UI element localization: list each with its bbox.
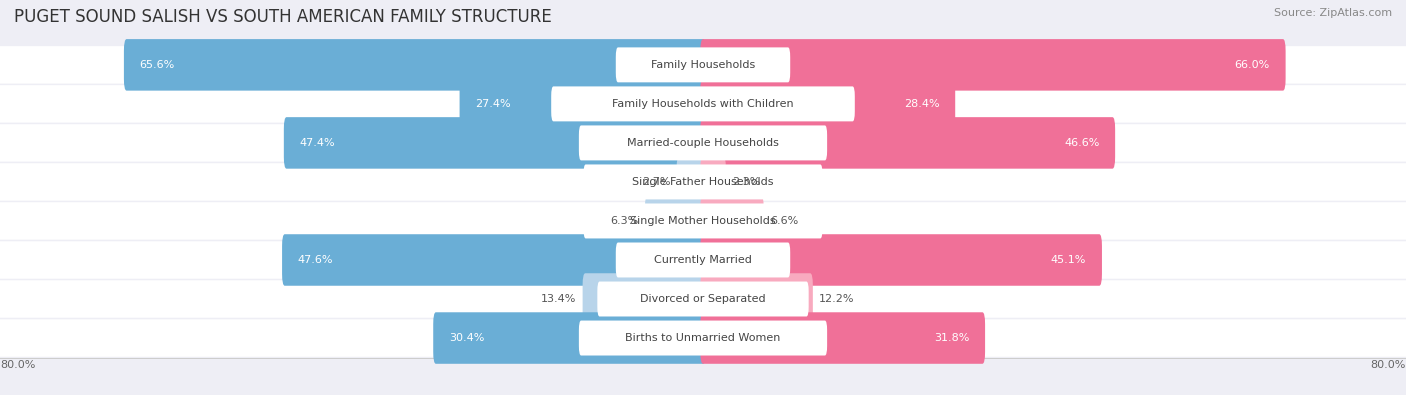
FancyBboxPatch shape bbox=[700, 156, 725, 208]
FancyBboxPatch shape bbox=[700, 234, 1102, 286]
FancyBboxPatch shape bbox=[583, 164, 823, 199]
Text: 28.4%: 28.4% bbox=[904, 99, 939, 109]
FancyBboxPatch shape bbox=[700, 312, 986, 364]
FancyBboxPatch shape bbox=[0, 163, 1406, 201]
FancyBboxPatch shape bbox=[700, 39, 1285, 90]
Text: 80.0%: 80.0% bbox=[1371, 360, 1406, 370]
Text: 30.4%: 30.4% bbox=[449, 333, 485, 343]
FancyBboxPatch shape bbox=[582, 273, 706, 325]
Text: 2.3%: 2.3% bbox=[733, 177, 761, 187]
Text: 47.6%: 47.6% bbox=[298, 255, 333, 265]
FancyBboxPatch shape bbox=[433, 312, 706, 364]
Text: 12.2%: 12.2% bbox=[818, 294, 855, 304]
Text: 46.6%: 46.6% bbox=[1064, 138, 1099, 148]
FancyBboxPatch shape bbox=[579, 126, 827, 160]
Text: Births to Unmarried Women: Births to Unmarried Women bbox=[626, 333, 780, 343]
Text: Married-couple Households: Married-couple Households bbox=[627, 138, 779, 148]
FancyBboxPatch shape bbox=[700, 78, 955, 130]
FancyBboxPatch shape bbox=[645, 195, 706, 247]
FancyBboxPatch shape bbox=[0, 202, 1406, 240]
FancyBboxPatch shape bbox=[598, 282, 808, 316]
FancyBboxPatch shape bbox=[284, 117, 706, 169]
FancyBboxPatch shape bbox=[283, 234, 706, 286]
Text: Divorced or Separated: Divorced or Separated bbox=[640, 294, 766, 304]
FancyBboxPatch shape bbox=[0, 280, 1406, 318]
FancyBboxPatch shape bbox=[124, 39, 706, 90]
Text: 2.7%: 2.7% bbox=[643, 177, 671, 187]
Text: PUGET SOUND SALISH VS SOUTH AMERICAN FAMILY STRUCTURE: PUGET SOUND SALISH VS SOUTH AMERICAN FAM… bbox=[14, 8, 551, 26]
FancyBboxPatch shape bbox=[0, 46, 1406, 84]
Text: 6.3%: 6.3% bbox=[610, 216, 638, 226]
FancyBboxPatch shape bbox=[700, 195, 763, 247]
FancyBboxPatch shape bbox=[700, 273, 813, 325]
FancyBboxPatch shape bbox=[616, 47, 790, 82]
Text: 27.4%: 27.4% bbox=[475, 99, 510, 109]
Text: Single Father Households: Single Father Households bbox=[633, 177, 773, 187]
Text: Currently Married: Currently Married bbox=[654, 255, 752, 265]
FancyBboxPatch shape bbox=[616, 243, 790, 277]
FancyBboxPatch shape bbox=[460, 78, 706, 130]
FancyBboxPatch shape bbox=[0, 85, 1406, 122]
Text: 47.4%: 47.4% bbox=[299, 138, 335, 148]
FancyBboxPatch shape bbox=[700, 117, 1115, 169]
FancyBboxPatch shape bbox=[579, 321, 827, 356]
FancyBboxPatch shape bbox=[583, 203, 823, 239]
Text: 80.0%: 80.0% bbox=[0, 360, 35, 370]
Text: 45.1%: 45.1% bbox=[1050, 255, 1087, 265]
Text: Family Households: Family Households bbox=[651, 60, 755, 70]
Text: Single Mother Households: Single Mother Households bbox=[630, 216, 776, 226]
Text: 6.6%: 6.6% bbox=[770, 216, 799, 226]
FancyBboxPatch shape bbox=[0, 124, 1406, 162]
Text: 13.4%: 13.4% bbox=[541, 294, 576, 304]
Text: 65.6%: 65.6% bbox=[139, 60, 174, 70]
Text: 66.0%: 66.0% bbox=[1234, 60, 1270, 70]
Text: 31.8%: 31.8% bbox=[934, 333, 969, 343]
FancyBboxPatch shape bbox=[0, 319, 1406, 357]
FancyBboxPatch shape bbox=[0, 241, 1406, 279]
FancyBboxPatch shape bbox=[676, 156, 706, 208]
FancyBboxPatch shape bbox=[551, 87, 855, 121]
Text: Source: ZipAtlas.com: Source: ZipAtlas.com bbox=[1274, 8, 1392, 18]
Text: Family Households with Children: Family Households with Children bbox=[612, 99, 794, 109]
